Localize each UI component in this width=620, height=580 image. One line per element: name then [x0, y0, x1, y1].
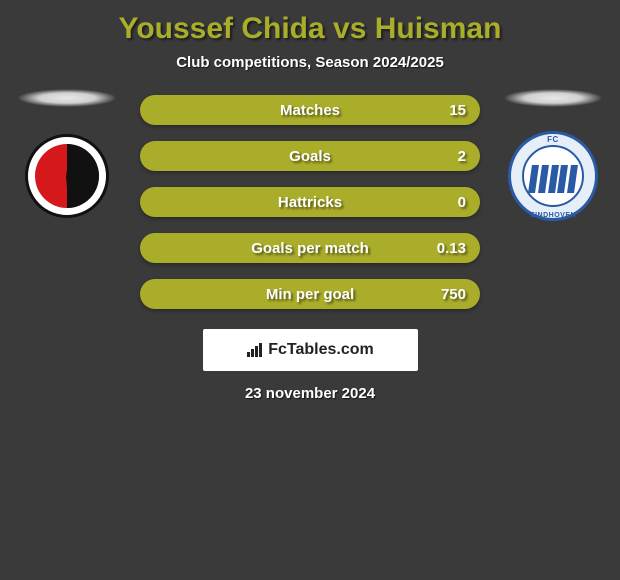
left-club-logo: [22, 131, 112, 221]
helmond-sport-logo-icon: [25, 134, 109, 218]
stat-bar-min-per-goal: Min per goal 750: [140, 279, 480, 309]
stat-label: Hattricks: [278, 194, 342, 211]
stat-label: Matches: [280, 102, 340, 119]
page-title: Youssef Chida vs Huisman: [0, 0, 620, 52]
player-shadow-right: [503, 89, 603, 107]
stat-bar-goals-per-match: Goals per match 0.13: [140, 233, 480, 263]
brand-text: FcTables.com: [268, 341, 374, 359]
stat-value: 15: [449, 102, 466, 119]
stat-value: 750: [441, 286, 466, 303]
crest-figure-icon: [62, 153, 80, 201]
stat-value: 0.13: [437, 240, 466, 257]
stats-column: Matches 15 Goals 2 Hattricks 0 Goals per…: [140, 89, 480, 309]
stat-label: Goals per match: [251, 240, 369, 257]
left-club-column: [12, 89, 122, 221]
bar-chart-icon: [246, 343, 264, 357]
brand-badge: FcTables.com: [203, 329, 418, 371]
stat-bar-hattricks: Hattricks 0: [140, 187, 480, 217]
logo-bottom-text: EINDHOVEN: [508, 212, 598, 219]
page-subtitle: Club competitions, Season 2024/2025: [0, 52, 620, 89]
date-text: 23 november 2024: [0, 371, 620, 416]
right-club-logo: FC EINDHOVEN: [508, 131, 598, 221]
fc-eindhoven-logo-icon: FC EINDHOVEN: [508, 131, 598, 221]
stat-value: 2: [458, 148, 466, 165]
stat-value: 0: [458, 194, 466, 211]
comparison-row: Matches 15 Goals 2 Hattricks 0 Goals per…: [0, 89, 620, 309]
stat-label: Min per goal: [266, 286, 354, 303]
right-club-column: FC EINDHOVEN: [498, 89, 608, 221]
stat-bar-goals: Goals 2: [140, 141, 480, 171]
stat-bar-matches: Matches 15: [140, 95, 480, 125]
player-shadow-left: [17, 89, 117, 107]
logo-top-text: FC: [508, 135, 598, 144]
page-root: Youssef Chida vs Huisman Club competitio…: [0, 0, 620, 416]
stat-label: Goals: [289, 148, 331, 165]
